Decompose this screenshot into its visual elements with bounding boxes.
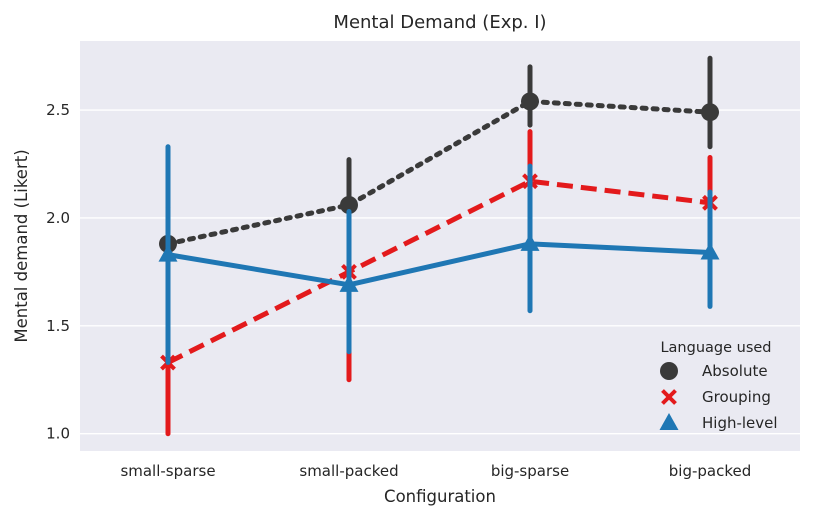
data-point	[701, 103, 719, 122]
legend-label: Absolute	[702, 362, 768, 380]
x-tick-label: big-packed	[669, 462, 752, 480]
data-point	[700, 242, 720, 260]
legend-item: Grouping	[661, 388, 771, 406]
marker-stroke	[661, 389, 677, 405]
x-tick-label: big-sparse	[491, 462, 569, 480]
data-point	[158, 244, 178, 262]
x-tick-label: small-sparse	[120, 462, 215, 480]
legend: Language used Absolute Grouping High-level	[659, 340, 778, 432]
legend-marker	[660, 362, 678, 380]
y-axis-label: Mental demand (Likert)	[12, 149, 31, 342]
legend-marker	[659, 413, 679, 430]
series-layer	[158, 55, 720, 437]
y-tick-label: 1.5	[46, 317, 70, 335]
series-line	[165, 241, 713, 288]
y-tick-label: 1.0	[46, 425, 70, 443]
x-axis-label: Configuration	[384, 487, 496, 506]
legend-label: Grouping	[702, 388, 771, 406]
series-line	[166, 178, 711, 365]
data-point	[521, 92, 539, 111]
legend-item: Absolute	[660, 362, 768, 380]
y-tick-label: 2.0	[46, 209, 70, 227]
plot-area	[80, 41, 800, 451]
legend-marker	[661, 389, 677, 405]
y-tick-label: 2.5	[46, 101, 70, 119]
data-point	[339, 274, 359, 292]
legend-title: Language used	[660, 340, 771, 356]
chart-title: Mental Demand (Exp. I)	[333, 12, 546, 33]
legend-item: High-level	[659, 413, 778, 432]
axis-ticks: 1.0 1.5 2.0 2.5 small-sparse small-packed big-…	[46, 101, 751, 480]
data-point	[520, 233, 540, 251]
x-tick-label: small-packed	[299, 462, 398, 480]
series-high-level	[158, 144, 720, 366]
legend-label: High-level	[702, 414, 778, 432]
series-line	[165, 98, 713, 247]
data-point	[340, 196, 358, 214]
